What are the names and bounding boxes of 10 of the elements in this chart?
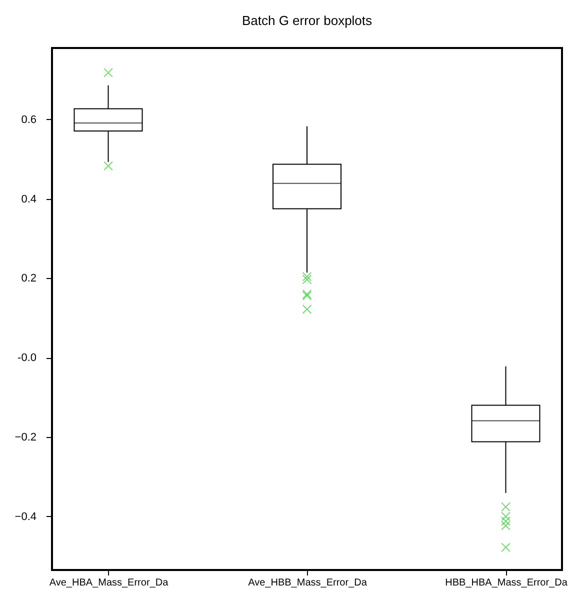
chart-title: Batch G error boxplots [242,13,373,28]
y-tick-label: -0.0 [18,352,36,364]
x-tick-label: Ave_HBB_Mass_Error_Da [248,578,368,588]
y-tick-label: −0.4 [14,510,36,523]
y-tick-label: −0.2 [14,432,36,444]
y-tick-label: 0.4 [21,193,36,206]
y-tick-label: 0.6 [21,114,36,126]
y-tick-label: 0.2 [21,272,36,285]
x-tick-label: Ave_HBA_Mass_Error_Da [49,578,169,588]
x-tick-label: HBB_HBA_Mass_Error_Da [445,578,568,588]
